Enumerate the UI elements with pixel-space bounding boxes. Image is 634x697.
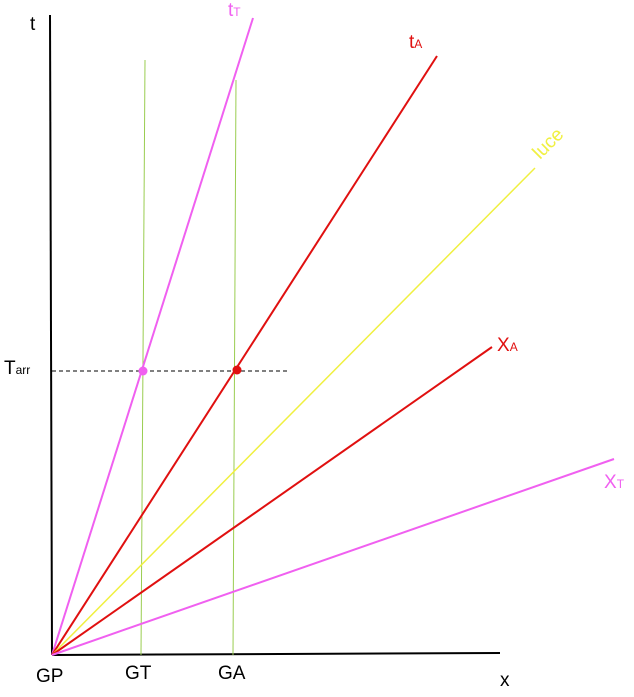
t-axis-label: t <box>30 14 36 35</box>
tt-main: t <box>228 0 234 21</box>
xa-line <box>51 346 493 656</box>
ga-label: GA <box>218 663 246 684</box>
x-axis <box>51 652 501 656</box>
ta-main: t <box>409 32 415 53</box>
gt-label: GT <box>125 663 152 684</box>
ta-dot <box>232 365 242 375</box>
arrival-sub: arr <box>16 363 31 377</box>
tt-sub: T <box>233 5 241 19</box>
arrival-label: Tarr <box>4 358 30 379</box>
xt-line <box>51 458 615 656</box>
xt-main: X <box>604 472 617 493</box>
gt-worldline <box>140 59 146 656</box>
ta-label: tA <box>409 32 422 53</box>
light-line <box>51 167 536 656</box>
origin-label: GP <box>36 666 63 687</box>
x-axis-label: x <box>500 670 510 691</box>
ta-sub: A <box>414 37 422 51</box>
xt-sub: T <box>617 477 625 491</box>
xa-main: X <box>497 335 510 356</box>
xa-sub: A <box>510 340 518 354</box>
light-label: luce <box>529 124 568 163</box>
t-axis <box>49 14 53 656</box>
xt-label: XT <box>604 472 625 493</box>
xa-label: XA <box>497 335 518 356</box>
arrival-main: T <box>4 358 16 379</box>
tt-line <box>51 17 254 656</box>
tt-dot <box>138 366 148 376</box>
ta-line <box>51 55 438 656</box>
tt-label: tT <box>228 0 241 21</box>
